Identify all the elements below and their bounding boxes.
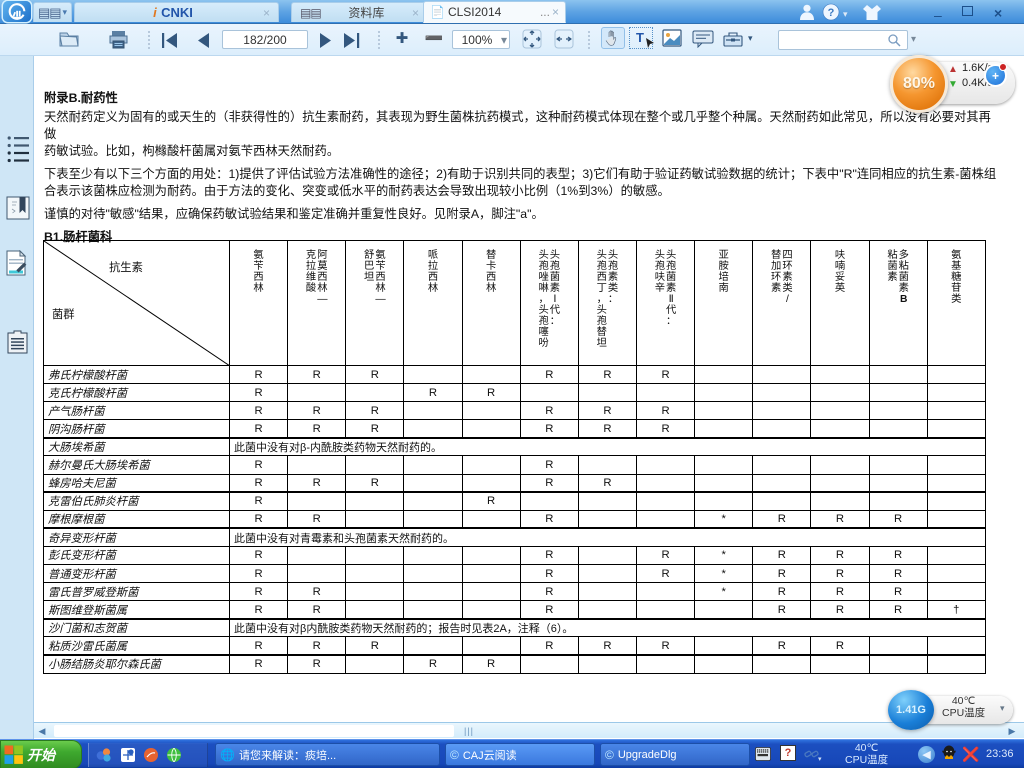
svg-text:?: ? [828,7,835,19]
